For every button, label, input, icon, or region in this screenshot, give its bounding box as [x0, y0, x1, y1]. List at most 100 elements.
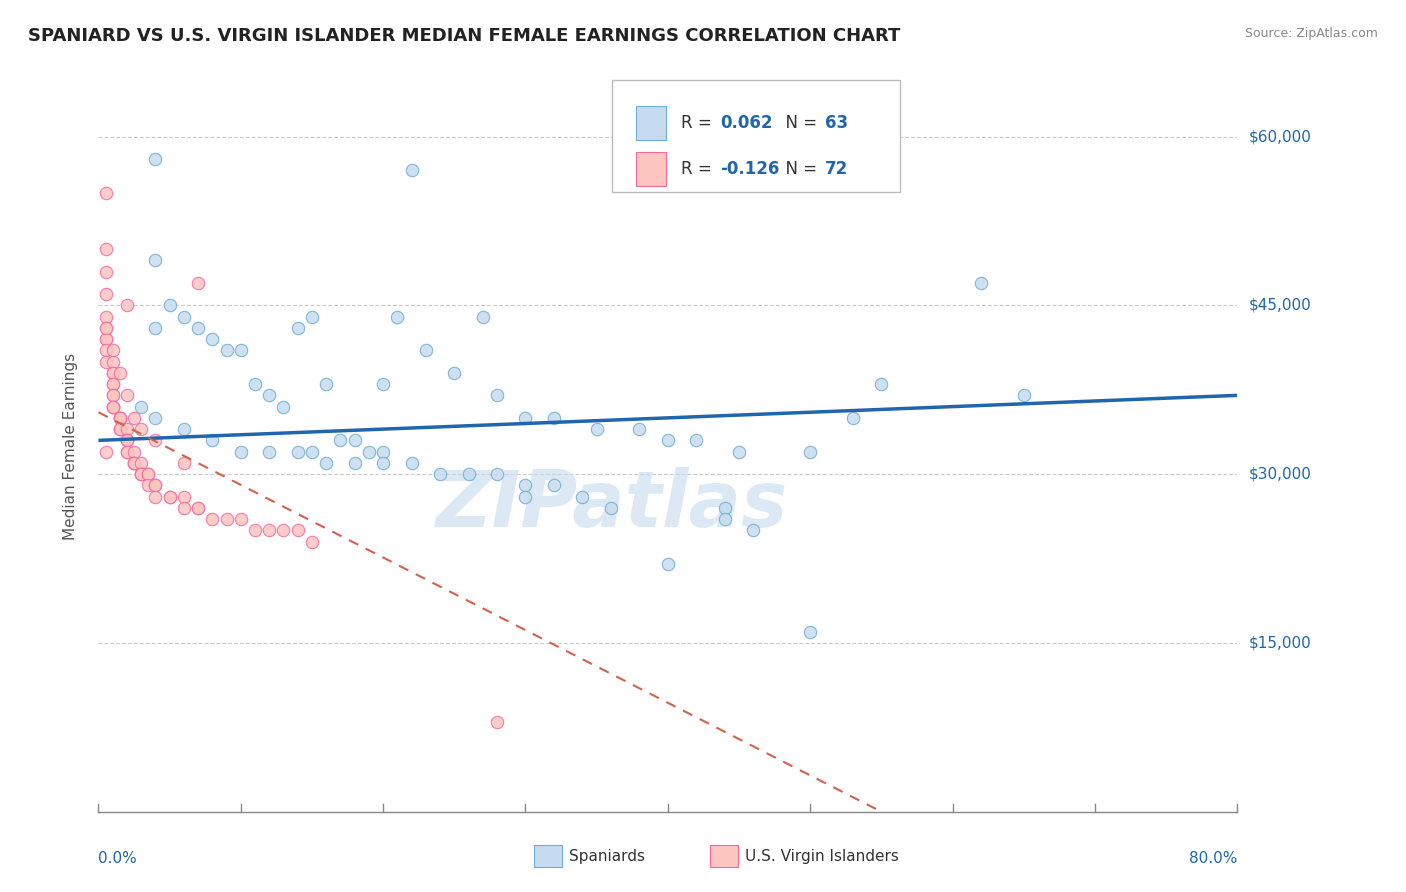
- Point: [101, 377, 124, 392]
- Point: [101, 377, 124, 392]
- Point: [799, 624, 821, 639]
- Point: [387, 310, 409, 324]
- Point: [173, 456, 195, 470]
- Point: [187, 500, 209, 515]
- Point: [343, 434, 366, 448]
- Point: [129, 400, 152, 414]
- Point: [215, 512, 238, 526]
- Point: [129, 467, 152, 482]
- Point: [115, 434, 138, 448]
- Point: [115, 298, 138, 312]
- Point: [714, 512, 737, 526]
- Point: [108, 410, 131, 425]
- Point: [301, 444, 323, 458]
- Point: [201, 332, 224, 346]
- Point: [129, 467, 152, 482]
- Text: -0.126: -0.126: [720, 160, 779, 178]
- Point: [571, 490, 593, 504]
- Point: [122, 410, 145, 425]
- Point: [145, 253, 167, 268]
- Point: [259, 524, 281, 538]
- Point: [159, 490, 181, 504]
- Point: [94, 264, 117, 278]
- Point: [129, 422, 152, 436]
- Point: [94, 354, 117, 368]
- Point: [101, 400, 124, 414]
- Point: [471, 310, 494, 324]
- Point: [145, 410, 167, 425]
- Point: [94, 186, 117, 200]
- Point: [122, 456, 145, 470]
- Point: [842, 410, 865, 425]
- Text: $60,000: $60,000: [1249, 129, 1312, 144]
- Point: [94, 321, 117, 335]
- Text: R =: R =: [681, 160, 717, 178]
- Text: $45,000: $45,000: [1249, 298, 1312, 313]
- Point: [415, 343, 437, 358]
- Point: [94, 332, 117, 346]
- Point: [101, 366, 124, 380]
- Point: [101, 400, 124, 414]
- Point: [108, 422, 131, 436]
- Point: [401, 456, 423, 470]
- Point: [515, 478, 537, 492]
- Point: [94, 310, 117, 324]
- Point: [129, 456, 152, 470]
- Point: [159, 490, 181, 504]
- Point: [187, 321, 209, 335]
- Point: [101, 354, 124, 368]
- Text: 63: 63: [825, 113, 848, 132]
- Point: [243, 524, 266, 538]
- Point: [429, 467, 451, 482]
- Text: ZIPatlas: ZIPatlas: [434, 467, 787, 542]
- Point: [145, 321, 167, 335]
- Point: [94, 332, 117, 346]
- Point: [229, 444, 252, 458]
- Point: [145, 490, 167, 504]
- Point: [287, 524, 309, 538]
- Point: [229, 343, 252, 358]
- Point: [94, 343, 117, 358]
- Point: [870, 377, 893, 392]
- Point: [315, 456, 337, 470]
- Point: [315, 377, 337, 392]
- Point: [201, 434, 224, 448]
- Point: [486, 388, 509, 402]
- Point: [486, 467, 509, 482]
- Point: [187, 500, 209, 515]
- Point: [799, 444, 821, 458]
- Point: [685, 434, 707, 448]
- Point: [115, 444, 138, 458]
- Point: [585, 422, 607, 436]
- Point: [108, 366, 131, 380]
- Text: U.S. Virgin Islanders: U.S. Virgin Islanders: [745, 849, 898, 863]
- Text: 0.062: 0.062: [720, 113, 772, 132]
- Point: [101, 400, 124, 414]
- Point: [94, 287, 117, 301]
- Point: [486, 714, 509, 729]
- Point: [108, 422, 131, 436]
- Point: [101, 388, 124, 402]
- Y-axis label: Median Female Earnings: Median Female Earnings: [63, 352, 77, 540]
- Point: [115, 388, 138, 402]
- Point: [229, 512, 252, 526]
- Point: [600, 500, 623, 515]
- Text: Source: ZipAtlas.com: Source: ZipAtlas.com: [1244, 27, 1378, 40]
- Point: [273, 400, 295, 414]
- Point: [115, 422, 138, 436]
- Point: [357, 444, 380, 458]
- Point: [243, 377, 266, 392]
- Point: [145, 152, 167, 166]
- Point: [101, 343, 124, 358]
- Point: [129, 467, 152, 482]
- Text: N =: N =: [775, 160, 823, 178]
- Point: [259, 388, 281, 402]
- Point: [108, 410, 131, 425]
- Point: [728, 444, 751, 458]
- Point: [108, 410, 131, 425]
- Text: SPANIARD VS U.S. VIRGIN ISLANDER MEDIAN FEMALE EARNINGS CORRELATION CHART: SPANIARD VS U.S. VIRGIN ISLANDER MEDIAN …: [28, 27, 900, 45]
- Point: [287, 321, 309, 335]
- Point: [173, 490, 195, 504]
- Point: [108, 422, 131, 436]
- Point: [515, 410, 537, 425]
